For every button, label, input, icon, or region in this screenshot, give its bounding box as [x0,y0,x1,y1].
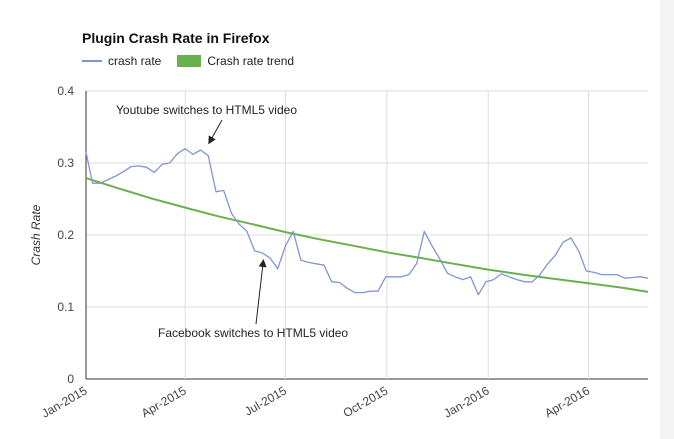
y-tick-label: 0.3 [57,156,74,170]
chart-title: Plugin Crash Rate in Firefox [82,30,270,46]
y-tick-label: 0.2 [57,228,74,242]
y-tick-label: 0 [67,372,74,386]
legend-item-crash-rate: crash rate [82,54,161,68]
annotation-youtube-arrow [208,119,223,145]
x-tick-label: Jan-2015 [39,383,90,420]
series-layer [85,147,649,296]
legend-label-trend: Crash rate trend [207,54,295,68]
x-tick-label: Jul-2015 [242,383,289,418]
legend-item-trend: Crash rate trend [177,54,294,68]
x-tick-label: Apr-2015 [139,383,189,420]
chart-card: Plugin Crash Rate in Firefox crash rate … [29,30,649,421]
y-axis-label: Crash Rate [29,204,43,265]
y-tick-label: 0.1 [57,300,74,314]
x-tick-label: Oct-2015 [341,383,391,420]
x-tick-label: Apr-2016 [542,383,592,420]
x-axis-ticks: Jan-2015 Apr-2015 Jul-2015 Oct-2015 Jan-2016… [39,383,592,420]
legend-swatch-crash-rate [82,60,102,62]
annotations: Youtube switches to HTML5 video Facebook … [116,103,348,340]
annotation-facebook: Facebook switches to HTML5 video [158,326,348,340]
side-strip [660,0,674,439]
annotation-facebook-arrow [255,259,267,325]
y-axis-ticks: 0 0.1 0.2 0.3 0.4 [57,84,74,386]
y-tick-label: 0.4 [57,84,74,98]
line-chart: 0 0.1 0.2 0.3 0.4 Jan-2015 Apr-2015 Jul-2015 Oc… [29,84,649,421]
legend-swatch-trend [177,55,202,67]
chart-legend: crash rate Crash rate trend [82,54,310,68]
annotation-youtube: Youtube switches to HTML5 video [116,103,297,117]
legend-label-crash-rate: crash rate [108,54,162,68]
series-line-crash-rate-trend [85,177,649,293]
gridlines [85,90,648,380]
x-tick-label: Jan-2016 [441,383,492,420]
series-line-crash-rate [85,147,649,296]
